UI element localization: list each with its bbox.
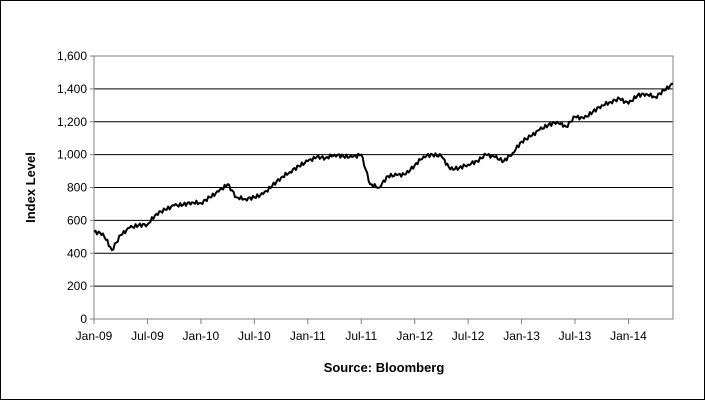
- y-tick-label: 600: [67, 213, 87, 227]
- x-tick-label: Jul-13: [559, 329, 592, 343]
- y-tick-label: 200: [67, 279, 87, 293]
- x-tick-label: Jan-10: [183, 329, 220, 343]
- y-axis-title: Index Level: [23, 152, 38, 223]
- x-tick-label: Jul-10: [238, 329, 271, 343]
- y-tick-label: 1,000: [57, 148, 87, 162]
- y-tick-label: 1,600: [57, 49, 87, 63]
- x-axis-ticks: Jan-09 Jul-09 Jan-10 Jul-10 Jan-11 Jul-11 Jan-…: [76, 319, 647, 343]
- x-tick-label: Jan-11: [290, 329, 326, 343]
- x-tick-label: Jan-13: [503, 329, 540, 343]
- series-line: [93, 82, 674, 251]
- y-axis-ticks: 0 200 400 600 800 1,000 1,200 1,400 1,600: [57, 49, 94, 326]
- y-tick-label: 800: [67, 181, 87, 195]
- y-tick-label: 0: [80, 312, 87, 326]
- x-axis-title: Source: Bloomberg: [324, 360, 445, 375]
- x-tick-label: Jan-14: [610, 329, 647, 343]
- y-tick-label: 400: [67, 246, 87, 260]
- x-tick-label: Jul-11: [345, 329, 377, 343]
- y-tick-label: 1,200: [57, 115, 87, 129]
- gridlines: [94, 88, 673, 287]
- x-tick-label: Jan-09: [76, 329, 113, 343]
- x-tick-label: Jul-12: [452, 329, 485, 343]
- x-tick-label: Jan-12: [396, 329, 433, 343]
- x-tick-label: Jul-09: [131, 329, 164, 343]
- y-tick-label: 1,400: [57, 82, 87, 96]
